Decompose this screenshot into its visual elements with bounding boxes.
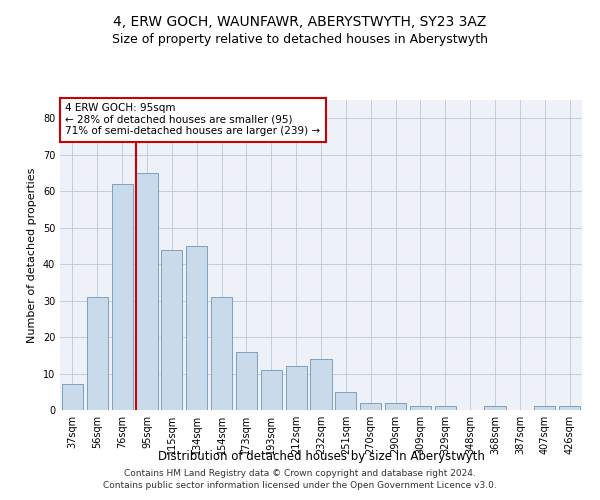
Bar <box>112 184 133 410</box>
Bar <box>385 402 406 410</box>
Bar <box>87 297 108 410</box>
Text: Contains HM Land Registry data © Crown copyright and database right 2024.: Contains HM Land Registry data © Crown c… <box>124 468 476 477</box>
Bar <box>161 250 182 410</box>
Text: 4, ERW GOCH, WAUNFAWR, ABERYSTWYTH, SY23 3AZ: 4, ERW GOCH, WAUNFAWR, ABERYSTWYTH, SY23… <box>113 15 487 29</box>
Bar <box>360 402 381 410</box>
Bar <box>236 352 257 410</box>
Bar <box>62 384 83 410</box>
Bar <box>410 406 431 410</box>
Bar <box>435 406 456 410</box>
Bar <box>211 297 232 410</box>
Bar <box>186 246 207 410</box>
Bar <box>534 406 555 410</box>
Bar <box>136 173 158 410</box>
Text: Size of property relative to detached houses in Aberystwyth: Size of property relative to detached ho… <box>112 32 488 46</box>
Bar <box>335 392 356 410</box>
Text: Distribution of detached houses by size in Aberystwyth: Distribution of detached houses by size … <box>158 450 484 463</box>
Text: 4 ERW GOCH: 95sqm
← 28% of detached houses are smaller (95)
71% of semi-detached: 4 ERW GOCH: 95sqm ← 28% of detached hous… <box>65 103 320 136</box>
Bar <box>310 359 332 410</box>
Bar <box>484 406 506 410</box>
Bar <box>286 366 307 410</box>
Y-axis label: Number of detached properties: Number of detached properties <box>27 168 37 342</box>
Bar <box>559 406 580 410</box>
Text: Contains public sector information licensed under the Open Government Licence v3: Contains public sector information licen… <box>103 481 497 490</box>
Bar <box>261 370 282 410</box>
